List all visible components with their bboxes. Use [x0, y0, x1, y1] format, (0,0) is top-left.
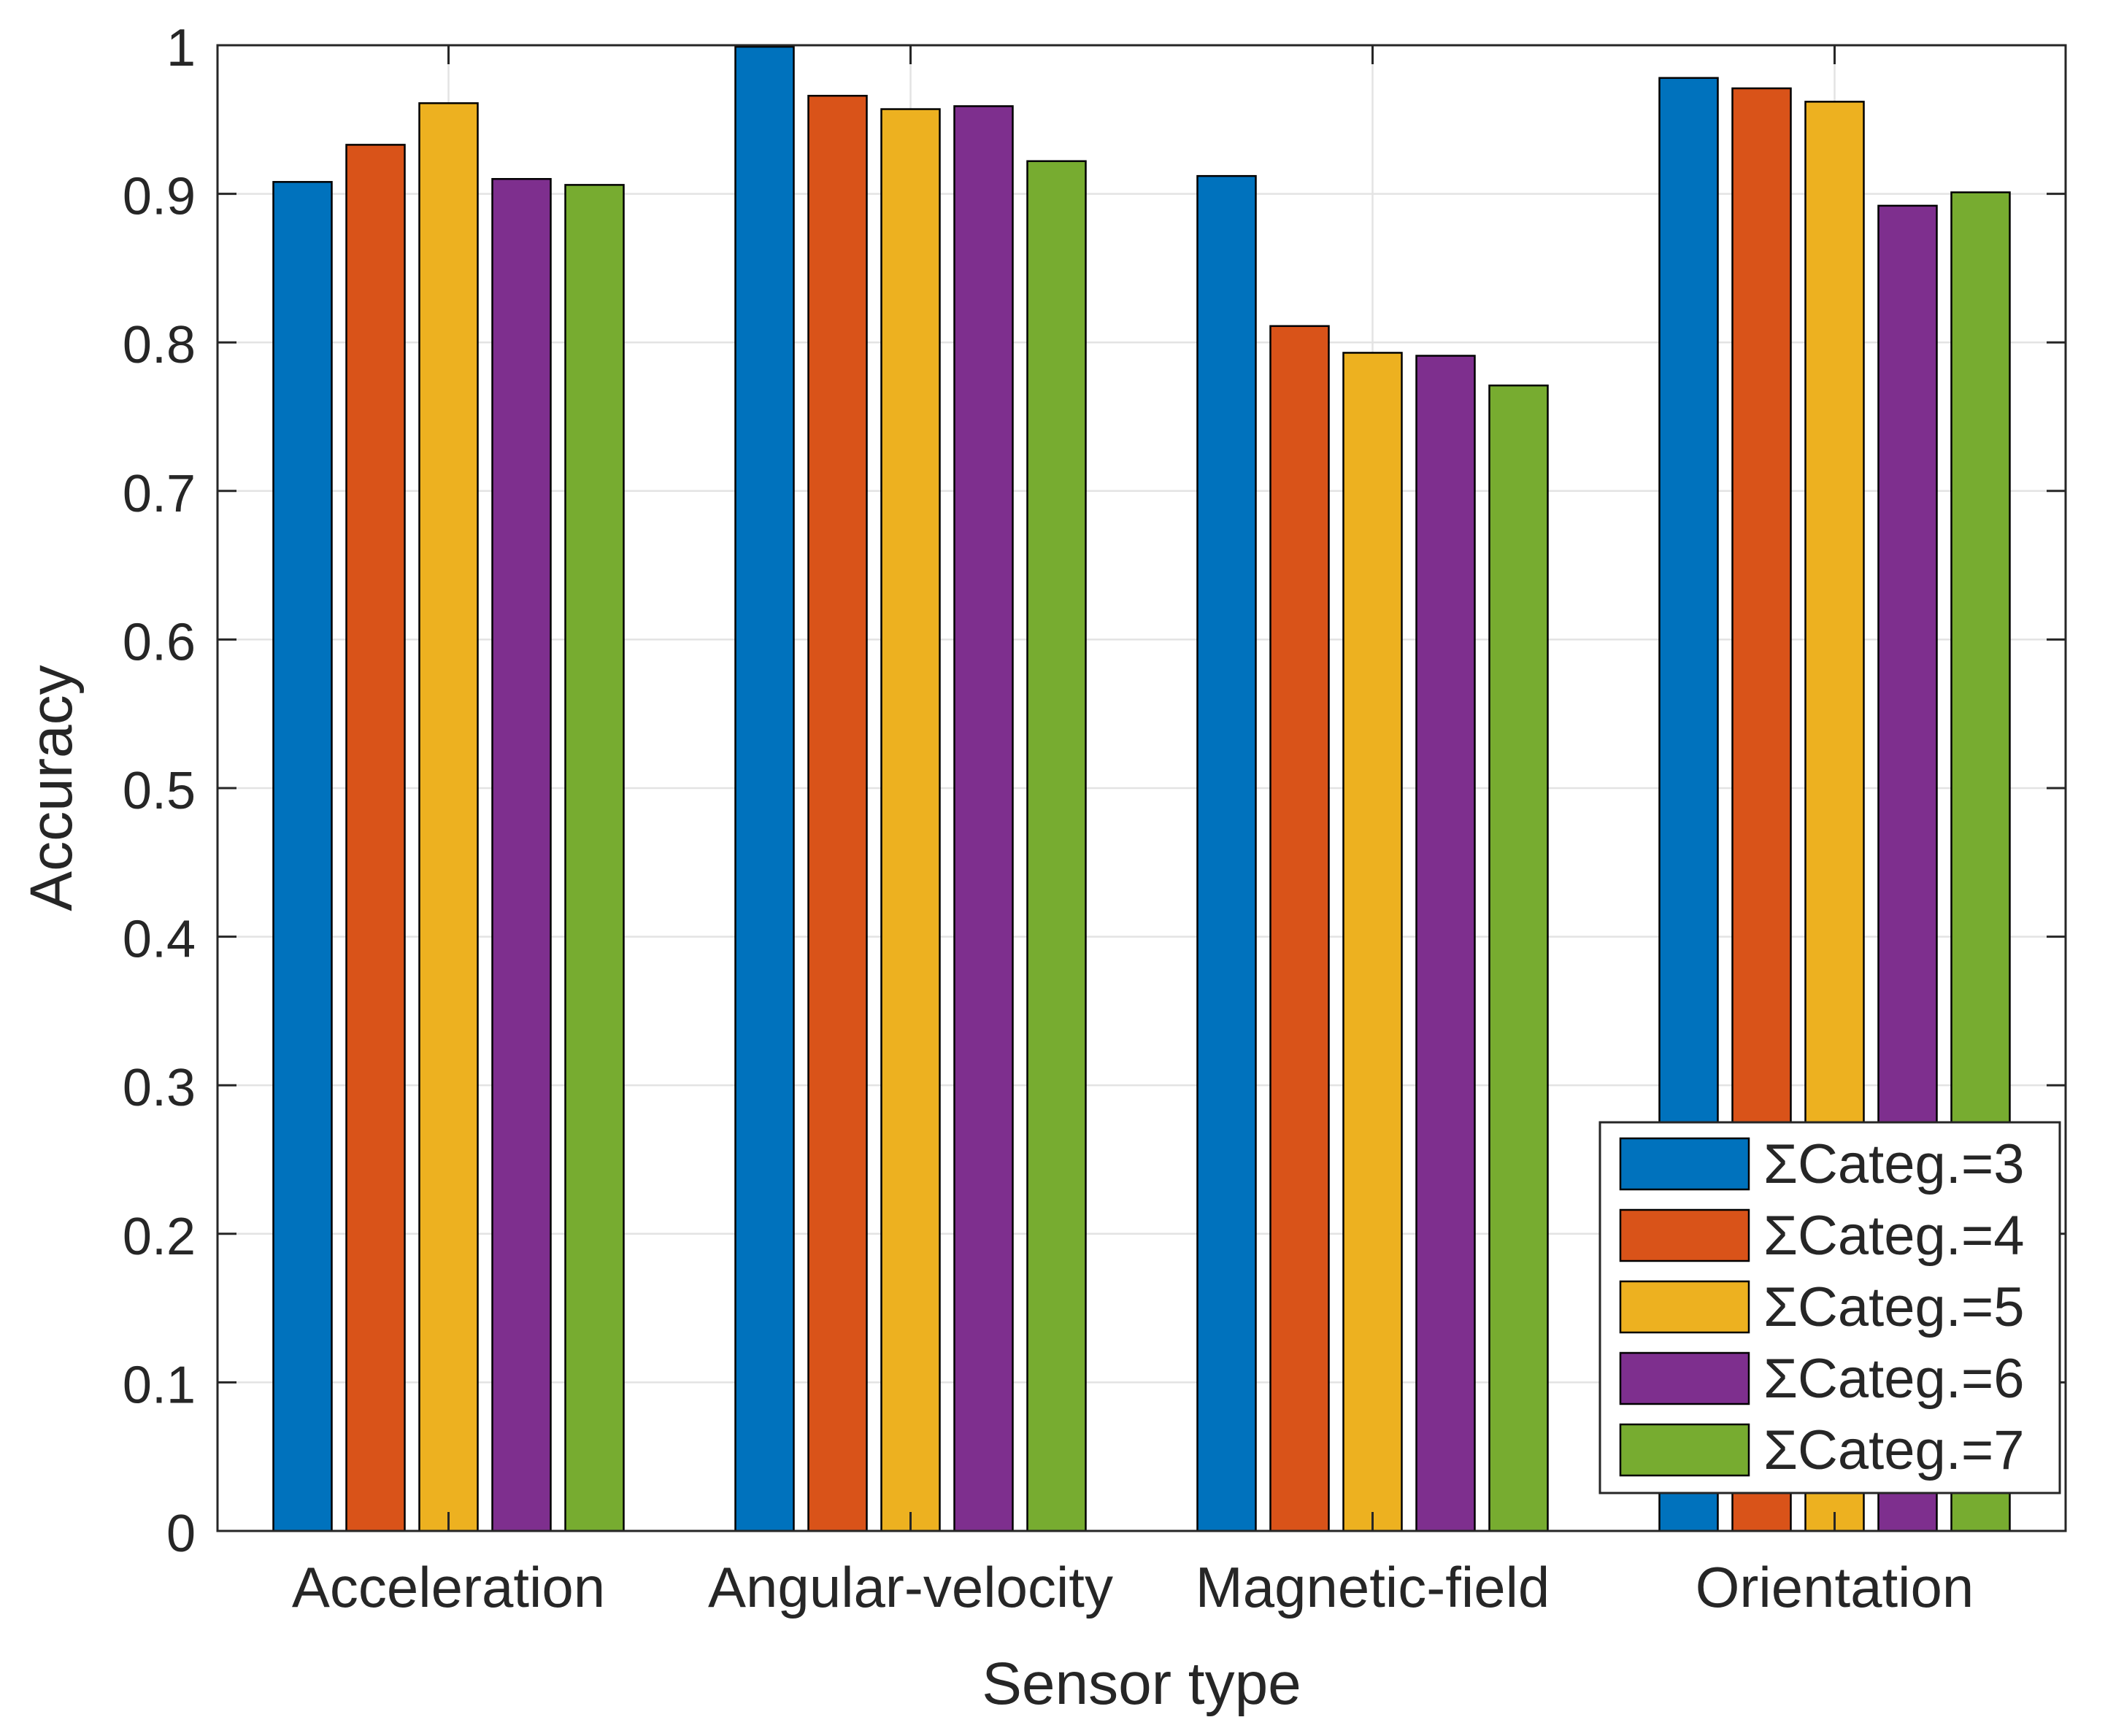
legend-swatch — [1619, 1423, 1750, 1477]
legend-label: ΣCateg.=7 — [1763, 1419, 2025, 1481]
bar-series-3-magnetic-field — [1342, 352, 1403, 1532]
y-tick-label: 0.4 — [123, 911, 196, 969]
bar-series-4-angular-velocity — [953, 105, 1014, 1532]
x-tick-label: Magnetic-field — [1196, 1555, 1550, 1619]
legend: ΣCateg.=3 ΣCateg.=4 ΣCateg.=5 ΣCateg.=6 ΣCat… — [1598, 1121, 2061, 1494]
y-tick-label: 0.5 — [123, 762, 196, 820]
bar-series-5-angular-velocity — [1026, 160, 1087, 1532]
y-tick-label: 0.7 — [123, 465, 196, 523]
y-tick-label: 0.6 — [123, 613, 196, 671]
axis-ticks — [218, 44, 2066, 1532]
y-tick-labels: 0 0.1 0.2 0.3 0.4 0.5 0.6 0.7 0.8 0.9 1 — [123, 19, 196, 1563]
legend-label: ΣCateg.=3 — [1763, 1133, 2025, 1195]
x-tick-labels: Acceleration Angular-velocity Magnetic-fie… — [292, 1555, 1974, 1619]
legend-label: ΣCateg.=6 — [1763, 1348, 2025, 1410]
y-tick-label: 0.2 — [123, 1208, 196, 1266]
bar-series-5-magnetic-field — [1488, 384, 1549, 1532]
legend-swatch — [1619, 1351, 1750, 1405]
y-axis-label: Accuracy — [18, 665, 85, 911]
x-tick-label: Acceleration — [292, 1555, 605, 1619]
legend-label: ΣCateg.=4 — [1763, 1205, 2025, 1267]
legend-label: ΣCateg.=5 — [1763, 1276, 2025, 1338]
legend-swatch — [1619, 1208, 1750, 1262]
bar-series-1-acceleration — [272, 181, 333, 1532]
bar-series-3-acceleration — [418, 102, 479, 1532]
bars — [272, 45, 2011, 1532]
y-tick-label: 0 — [166, 1505, 196, 1563]
bar-series-1-magnetic-field — [1196, 174, 1257, 1532]
bar-series-4-magnetic-field — [1415, 355, 1476, 1532]
bar-series-1-angular-velocity — [734, 45, 795, 1532]
y-tick-label: 0.1 — [123, 1356, 196, 1414]
x-tick-label: Angular-velocity — [708, 1555, 1113, 1619]
y-tick-label: 0.8 — [123, 316, 196, 374]
y-tick-label: 0.9 — [123, 168, 196, 226]
bar-series-2-angular-velocity — [807, 94, 868, 1532]
bar-series-5-acceleration — [564, 184, 625, 1532]
bar-series-3-angular-velocity — [880, 108, 941, 1532]
y-tick-label: 1 — [166, 19, 196, 77]
x-axis-label: Sensor type — [982, 1651, 1301, 1717]
bar-series-2-acceleration — [345, 144, 406, 1532]
legend-swatch — [1619, 1280, 1750, 1334]
y-tick-label: 0.3 — [123, 1059, 196, 1117]
x-tick-label: Orientation — [1696, 1555, 1974, 1619]
bar-series-2-magnetic-field — [1269, 325, 1330, 1532]
legend-swatch — [1619, 1137, 1750, 1191]
bar-series-4-acceleration — [491, 177, 552, 1532]
